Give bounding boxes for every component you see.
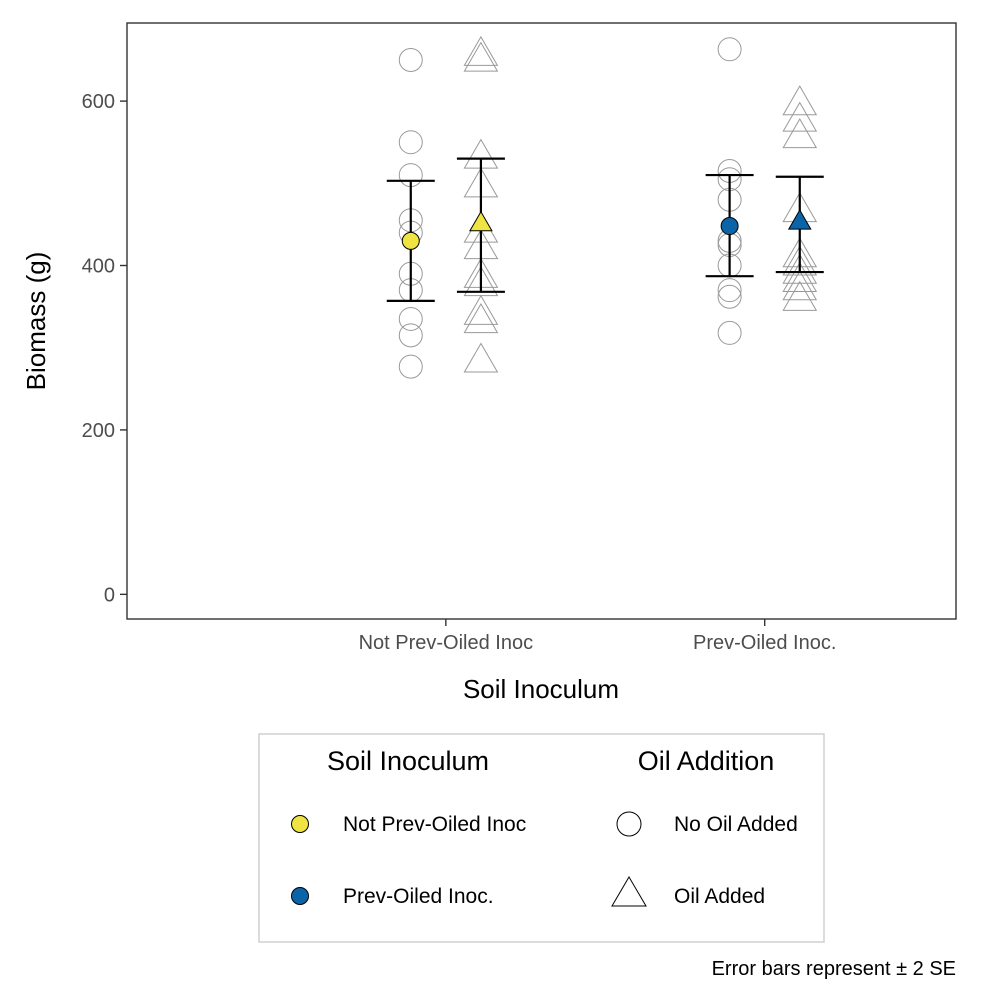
y-tick-label: 200 (82, 420, 115, 442)
raw-point-triangle (782, 85, 818, 116)
means-layer (401, 209, 812, 250)
legend-key-no-oil-circle (616, 811, 642, 837)
raw-point-triangle (463, 294, 499, 325)
legend-key-prev-oiled (291, 887, 309, 905)
raw-point-circle (398, 130, 423, 155)
raw-point-circle (398, 354, 423, 379)
mean-point-triangle (787, 209, 812, 230)
x-tick-label: Not Prev-Oiled Inoc (359, 632, 534, 654)
raw-point-triangle (782, 245, 818, 276)
raw-point-triangle (782, 253, 818, 284)
raw-point-triangle (463, 41, 499, 72)
mean-point-circle (720, 217, 739, 236)
legend-label-prev-oiled: Prev-Oiled Inoc. (343, 885, 494, 908)
legend-title-oil: Oil Addition (638, 746, 775, 776)
raw-point-triangle (782, 261, 818, 292)
legend-key-oil-triangle (611, 876, 647, 907)
mean-point-triangle (469, 210, 493, 232)
legend-label-oil: Oil Added (674, 885, 765, 908)
y-tick-label: 600 (82, 91, 115, 113)
y-tick-label: 0 (104, 584, 115, 606)
x-axis-title: Soil Inoculum (463, 674, 619, 704)
raw-point-triangle (463, 35, 499, 66)
raw-point-triangle (463, 342, 499, 373)
raw-point-circle (717, 37, 742, 62)
raw-point-circle (717, 284, 742, 309)
y-axis: 0 200 400 600 (82, 91, 127, 606)
legend: Soil Inoculum Oil Addition Not Prev-Oile… (258, 733, 825, 943)
x-axis: Not Prev-Oiled Inoc Prev-Oiled Inoc. (359, 619, 836, 654)
raw-point-triangle (782, 118, 818, 149)
legend-key-not-prev-oiled (291, 815, 309, 833)
y-tick-label: 400 (82, 256, 115, 278)
error-bar-caption: Error bars represent ± 2 SE (712, 958, 956, 980)
x-tick-label: Prev-Oiled Inoc. (693, 632, 836, 654)
mean-point-circle (401, 231, 420, 250)
legend-label-not-prev-oiled: Not Prev-Oiled Inoc (343, 813, 526, 836)
raw-point-triangle (782, 270, 818, 301)
raw-point-circle (398, 323, 423, 348)
legend-title-soil: Soil Inoculum (327, 746, 489, 776)
raw-point-circle (398, 306, 423, 331)
y-axis-title: Biomass (g) (21, 252, 51, 391)
raw-point-circle (717, 320, 742, 345)
legend-box (258, 733, 825, 943)
raw-point-circle (398, 47, 423, 72)
plot-panel (126, 22, 957, 620)
raw-point-triangle (782, 280, 818, 311)
legend-label-no-oil: No Oil Added (674, 813, 798, 836)
raw-point-circle (717, 278, 742, 303)
raw-point-triangle (463, 302, 499, 334)
raw-point-triangle (782, 101, 818, 132)
